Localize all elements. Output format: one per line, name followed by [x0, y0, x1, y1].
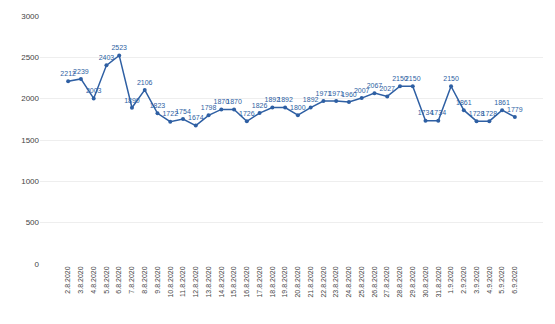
- svg-text:1754: 1754: [175, 108, 191, 115]
- svg-text:7.8.2020: 7.8.2020: [128, 266, 135, 293]
- svg-text:2212: 2212: [60, 70, 76, 77]
- svg-text:1800: 1800: [290, 104, 306, 111]
- svg-text:2150: 2150: [392, 75, 408, 82]
- svg-text:1892: 1892: [277, 96, 293, 103]
- svg-text:500: 500: [26, 218, 40, 227]
- svg-text:9.8.2020: 9.8.2020: [154, 266, 161, 293]
- svg-text:6.8.2020: 6.8.2020: [115, 266, 122, 293]
- svg-text:1722: 1722: [162, 110, 178, 117]
- svg-text:1971: 1971: [316, 90, 332, 97]
- svg-text:3.8.2020: 3.8.2020: [77, 266, 84, 293]
- svg-text:1861: 1861: [456, 99, 472, 106]
- svg-text:23.8.2020: 23.8.2020: [332, 266, 339, 297]
- svg-text:30.8.2020: 30.8.2020: [422, 266, 429, 297]
- svg-text:1823: 1823: [150, 102, 166, 109]
- svg-text:1500: 1500: [21, 136, 39, 145]
- svg-text:1870: 1870: [214, 98, 230, 105]
- svg-text:2027: 2027: [379, 85, 395, 92]
- svg-text:6.9.2020: 6.9.2020: [511, 266, 518, 293]
- svg-text:2403: 2403: [99, 54, 115, 61]
- svg-text:2.8.2020: 2.8.2020: [64, 266, 71, 293]
- svg-text:1890: 1890: [124, 97, 140, 104]
- svg-text:3.9.2020: 3.9.2020: [473, 266, 480, 293]
- svg-text:16.8.2020: 16.8.2020: [243, 266, 250, 297]
- svg-text:1798: 1798: [201, 104, 217, 111]
- svg-text:1000: 1000: [21, 177, 39, 186]
- svg-text:20.8.2020: 20.8.2020: [294, 266, 301, 297]
- svg-text:27.8.2020: 27.8.2020: [383, 266, 390, 297]
- svg-text:14.8.2020: 14.8.2020: [218, 266, 225, 297]
- svg-text:5.8.2020: 5.8.2020: [103, 266, 110, 293]
- svg-text:12.8.2020: 12.8.2020: [192, 266, 199, 297]
- svg-text:2150: 2150: [443, 75, 459, 82]
- svg-text:19.8.2020: 19.8.2020: [281, 266, 288, 297]
- svg-text:5.9.2020: 5.9.2020: [498, 266, 505, 293]
- svg-text:1734: 1734: [418, 109, 434, 116]
- svg-text:1826: 1826: [252, 102, 268, 109]
- svg-text:1971: 1971: [328, 90, 344, 97]
- svg-text:2.9.2020: 2.9.2020: [460, 266, 467, 293]
- svg-text:4.8.2020: 4.8.2020: [90, 266, 97, 293]
- svg-text:1734: 1734: [430, 109, 446, 116]
- svg-text:1728: 1728: [482, 110, 498, 117]
- svg-text:28.8.2020: 28.8.2020: [396, 266, 403, 297]
- svg-text:29.8.2020: 29.8.2020: [409, 266, 416, 297]
- svg-text:24.8.2020: 24.8.2020: [345, 266, 352, 297]
- svg-text:3000: 3000: [21, 12, 39, 21]
- svg-text:1960: 1960: [341, 91, 357, 98]
- svg-text:2067: 2067: [367, 82, 383, 89]
- svg-text:11.8.2020: 11.8.2020: [179, 266, 186, 297]
- svg-text:25.8.2020: 25.8.2020: [358, 266, 365, 297]
- svg-text:2000: 2000: [21, 94, 39, 103]
- svg-text:1892: 1892: [303, 96, 319, 103]
- svg-text:17.8.2020: 17.8.2020: [256, 266, 263, 297]
- svg-text:18.8.2020: 18.8.2020: [269, 266, 276, 297]
- svg-text:13.8.2020: 13.8.2020: [205, 266, 212, 297]
- svg-text:1779: 1779: [507, 106, 523, 113]
- svg-text:1674: 1674: [188, 114, 204, 121]
- svg-text:2500: 2500: [21, 53, 39, 62]
- svg-text:22.8.2020: 22.8.2020: [320, 266, 327, 297]
- svg-text:2007: 2007: [354, 87, 370, 94]
- svg-text:26.8.2020: 26.8.2020: [371, 266, 378, 297]
- svg-text:8.8.2020: 8.8.2020: [141, 266, 148, 293]
- svg-text:2106: 2106: [137, 79, 153, 86]
- svg-text:2523: 2523: [111, 44, 127, 51]
- svg-text:10.8.2020: 10.8.2020: [167, 266, 174, 297]
- svg-text:2003: 2003: [86, 87, 102, 94]
- svg-text:1861: 1861: [494, 99, 510, 106]
- svg-text:21.8.2020: 21.8.2020: [307, 266, 314, 297]
- svg-text:1.9.2020: 1.9.2020: [447, 266, 454, 293]
- svg-text:2239: 2239: [73, 68, 89, 75]
- svg-text:2150: 2150: [405, 75, 421, 82]
- svg-text:4.9.2020: 4.9.2020: [486, 266, 493, 293]
- svg-text:0: 0: [35, 260, 40, 269]
- svg-text:1892: 1892: [265, 96, 281, 103]
- svg-text:1870: 1870: [226, 98, 242, 105]
- svg-text:1726: 1726: [239, 110, 255, 117]
- svg-text:31.8.2020: 31.8.2020: [435, 266, 442, 297]
- svg-text:1728: 1728: [469, 110, 485, 117]
- svg-text:15.8.2020: 15.8.2020: [230, 266, 237, 297]
